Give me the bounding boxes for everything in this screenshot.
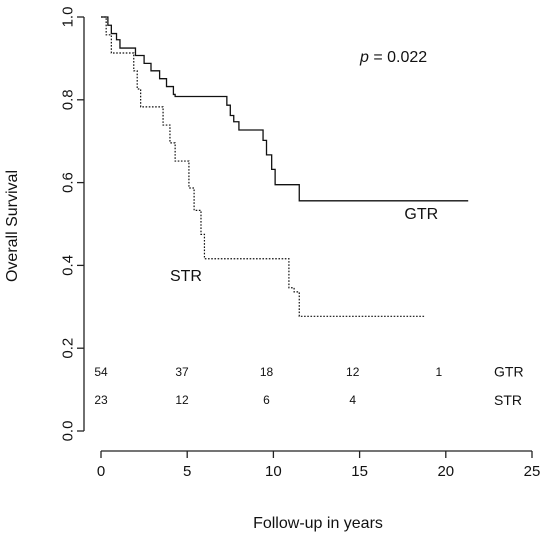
axes: 0.0 0.2 0.4 0.6 0.8 1.0 0 5 10 15 20 25 bbox=[59, 7, 540, 480]
risk-count-str: 12 bbox=[175, 393, 189, 407]
series-line-str bbox=[101, 16, 426, 317]
risk-count-str: 23 bbox=[94, 393, 108, 407]
x-axis-title: Follow-up in years bbox=[253, 515, 383, 532]
x-tick-label: 0 bbox=[97, 463, 105, 480]
survival-curves bbox=[101, 16, 469, 317]
y-axis-title: Overall Survival bbox=[4, 170, 21, 282]
curve-labels: GTR STR bbox=[170, 206, 438, 285]
y-tick-label: 0.6 bbox=[59, 172, 76, 193]
curve-label-str: STR bbox=[170, 268, 202, 285]
risk-count-gtr: 12 bbox=[346, 365, 360, 379]
risk-count-gtr: 37 bbox=[175, 365, 189, 379]
p-value-symbol: p bbox=[359, 49, 369, 66]
risk-row-label-str: STR bbox=[494, 392, 522, 408]
p-value-text: = 0.022 bbox=[369, 49, 427, 66]
x-tick-label: 5 bbox=[183, 463, 191, 480]
risk-count-gtr: 54 bbox=[94, 365, 108, 379]
x-tick-label: 15 bbox=[351, 463, 368, 480]
risk-count-str: 6 bbox=[263, 393, 270, 407]
risk-row-label-gtr: GTR bbox=[494, 364, 524, 380]
p-value-annotation: p = 0.022 bbox=[359, 49, 427, 66]
curve-label-gtr: GTR bbox=[404, 206, 438, 223]
x-tick-label: 20 bbox=[437, 463, 454, 480]
y-tick-label: 0.0 bbox=[59, 421, 76, 442]
risk-count-gtr: 18 bbox=[260, 365, 274, 379]
y-tick-label: 1.0 bbox=[59, 7, 76, 28]
risk-table: 54 37 18 12 1 GTR 23 12 6 4 STR bbox=[94, 364, 523, 408]
y-tick-label: 0.4 bbox=[59, 255, 76, 276]
risk-count-gtr: 1 bbox=[436, 365, 443, 379]
risk-count-str: 4 bbox=[349, 393, 356, 407]
y-tick-label: 0.2 bbox=[59, 338, 76, 359]
y-tick-label: 0.8 bbox=[59, 89, 76, 110]
x-tick-label: 10 bbox=[265, 463, 282, 480]
x-tick-label: 25 bbox=[524, 463, 541, 480]
series-line-gtr bbox=[101, 16, 469, 202]
